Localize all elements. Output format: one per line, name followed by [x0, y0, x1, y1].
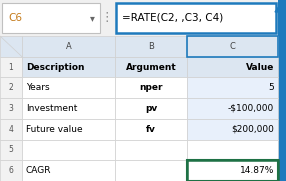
- Bar: [116, 3, 276, 33]
- Text: 2: 2: [9, 83, 13, 92]
- Text: Argument: Argument: [126, 63, 176, 71]
- Text: 6: 6: [9, 166, 13, 175]
- Bar: [2, 3, 100, 33]
- Text: A: A: [65, 42, 72, 51]
- Bar: [115, 36, 187, 57]
- Text: Years: Years: [26, 83, 50, 92]
- Bar: [187, 98, 278, 119]
- Bar: [22, 140, 115, 160]
- Bar: [115, 77, 187, 98]
- Bar: [115, 160, 187, 181]
- Bar: [187, 160, 278, 181]
- Text: pv: pv: [145, 104, 157, 113]
- Bar: [0, 98, 22, 119]
- Bar: [278, 0, 286, 181]
- Text: Investment: Investment: [26, 104, 78, 113]
- Bar: [0, 140, 22, 160]
- Text: CAGR: CAGR: [26, 166, 51, 175]
- Bar: [187, 57, 278, 77]
- Text: fv: fv: [146, 125, 156, 134]
- Bar: [22, 57, 115, 77]
- Text: 1: 1: [9, 63, 13, 71]
- Bar: [115, 98, 187, 119]
- Bar: [187, 119, 278, 140]
- Text: Description: Description: [26, 63, 84, 71]
- Bar: [0, 0, 286, 36]
- Text: C6: C6: [8, 13, 22, 23]
- Bar: [22, 77, 115, 98]
- Text: ▾: ▾: [90, 13, 94, 23]
- Text: nper: nper: [139, 83, 163, 92]
- Bar: [187, 36, 278, 57]
- Text: $200,000: $200,000: [231, 125, 274, 134]
- Bar: [0, 119, 22, 140]
- Text: 5: 5: [9, 145, 13, 154]
- Bar: [115, 119, 187, 140]
- Bar: [0, 57, 22, 77]
- Text: 3: 3: [9, 104, 13, 113]
- Bar: [0, 160, 22, 181]
- Bar: [187, 77, 278, 98]
- Bar: [0, 36, 22, 57]
- Text: 4: 4: [9, 125, 13, 134]
- Text: 5: 5: [268, 83, 274, 92]
- Text: ⋮: ⋮: [101, 12, 113, 24]
- Bar: [22, 36, 115, 57]
- Bar: [22, 119, 115, 140]
- Bar: [187, 160, 278, 181]
- Polygon shape: [275, 2, 286, 12]
- Text: -$100,000: -$100,000: [228, 104, 274, 113]
- Text: =RATE(C2, ,C3, C4): =RATE(C2, ,C3, C4): [122, 13, 223, 23]
- Bar: [115, 140, 187, 160]
- Bar: [187, 36, 278, 57]
- Text: Future value: Future value: [26, 125, 83, 134]
- Text: Value: Value: [246, 63, 274, 71]
- Bar: [0, 77, 22, 98]
- Text: C: C: [230, 42, 235, 51]
- Text: B: B: [148, 42, 154, 51]
- Text: 14.87%: 14.87%: [240, 166, 274, 175]
- Bar: [115, 57, 187, 77]
- Bar: [22, 160, 115, 181]
- Bar: [22, 98, 115, 119]
- Bar: [187, 140, 278, 160]
